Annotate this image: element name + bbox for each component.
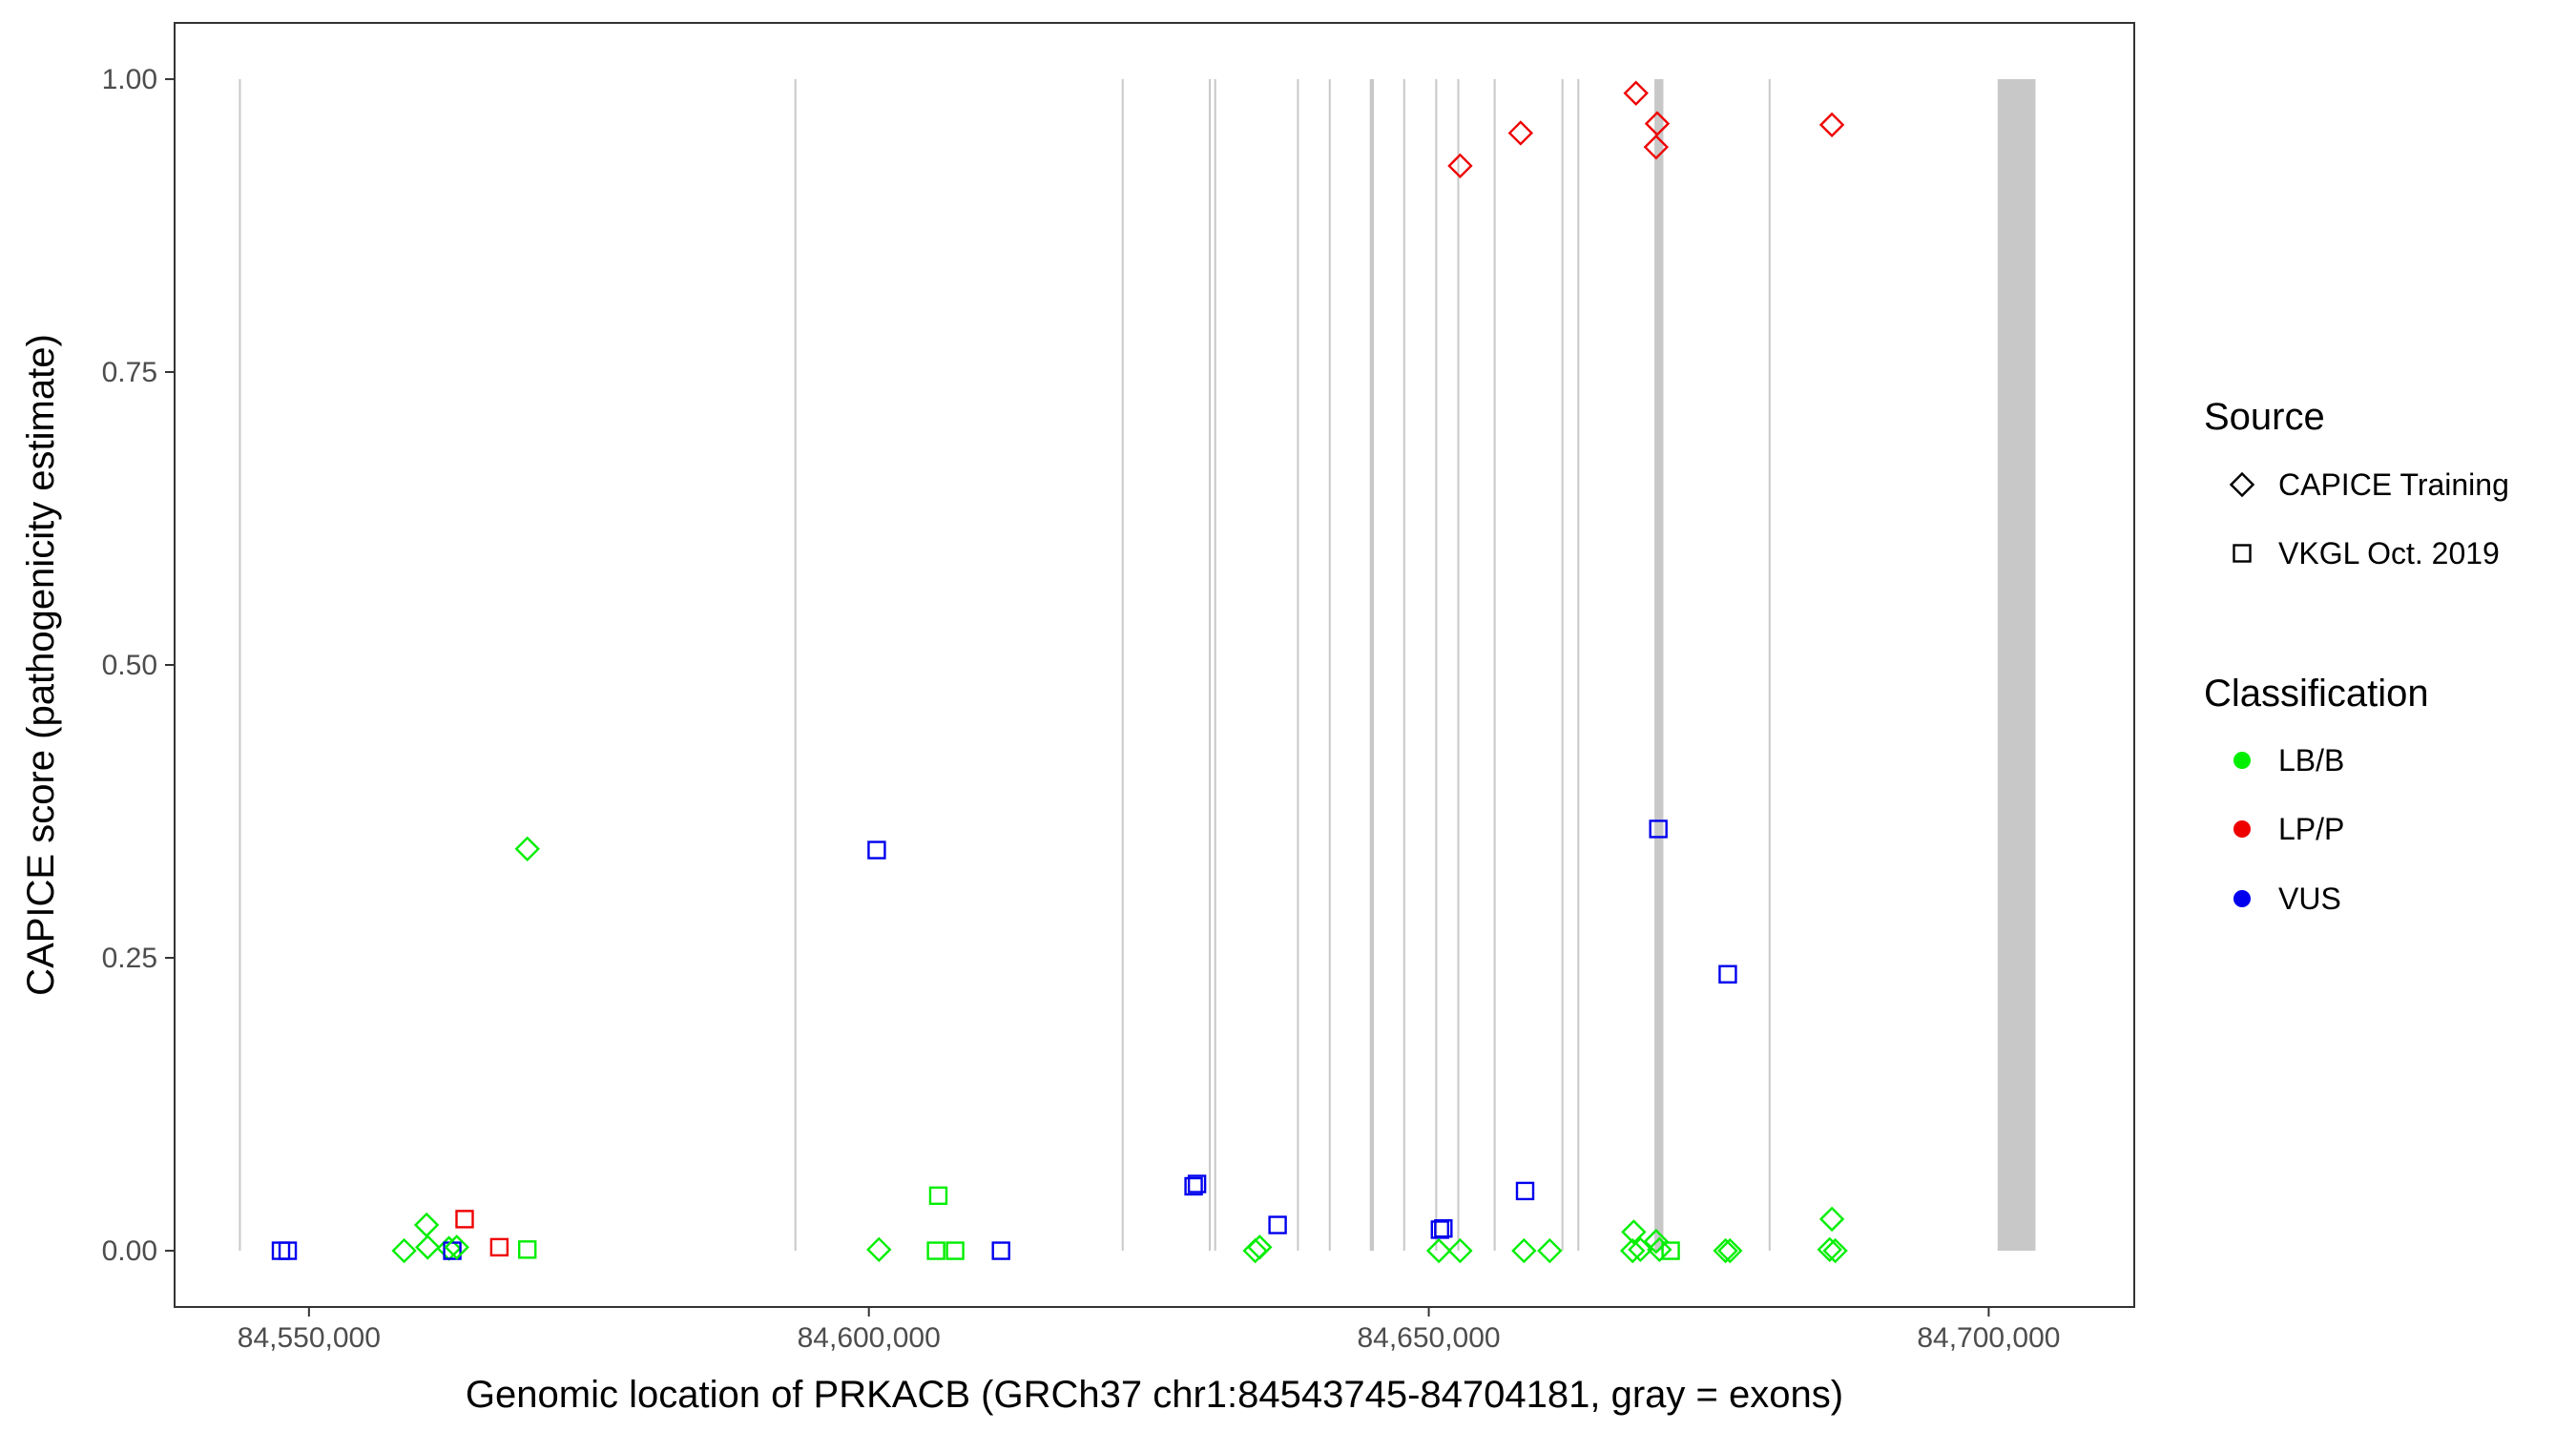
legend-key-dot-3: [2233, 890, 2251, 907]
exon-band-8: [1369, 78, 1375, 1252]
point-diamond-5: [415, 1234, 441, 1260]
y-tick-label-2: 0.25: [102, 943, 157, 974]
exon-band-1: [239, 78, 241, 1252]
point-square-2: [278, 1241, 298, 1260]
point-square-20: [1187, 1174, 1207, 1193]
x-tick-label-2: 84,600,000: [798, 1322, 941, 1354]
exon-band-9: [1402, 78, 1405, 1252]
point-diamond-34: [1621, 1219, 1647, 1245]
point-diamond-31: [1511, 1237, 1537, 1264]
legend-source-title: Source: [2204, 396, 2325, 438]
point-diamond-32: [1537, 1237, 1563, 1264]
data-points: [271, 80, 1848, 1264]
point-square-11: [518, 1240, 537, 1259]
point-diamond-38: [1643, 134, 1670, 160]
point-square-17: [945, 1241, 965, 1260]
point-square-13: [867, 840, 886, 860]
point-diamond-35: [1619, 1237, 1646, 1264]
x-tick-label-3: 84,650,000: [1357, 1322, 1500, 1354]
legend: Source Classification CAPICE Training VKG…: [2204, 396, 2509, 916]
legend-key-diamond: [2229, 471, 2255, 498]
point-square-16: [926, 1241, 945, 1260]
exon-band-4: [1209, 78, 1212, 1252]
point-diamond-29: [1507, 120, 1534, 146]
point-diamond-33: [1623, 80, 1649, 106]
point-square-9: [455, 1210, 474, 1229]
legend-source-label-1: CAPICE Training: [2278, 467, 2509, 502]
exon-band-3: [1121, 78, 1124, 1252]
exon-band-5: [1214, 78, 1216, 1252]
y-tick-label-1: 0.00: [102, 1235, 157, 1267]
x-axis: 84,550,000 84,600,000 84,650,000 84,700,000: [238, 1307, 2060, 1354]
point-square-23: [1268, 1215, 1287, 1234]
exon-band-10: [1435, 78, 1438, 1252]
exon-band-2: [794, 78, 797, 1252]
point-diamond-26: [1425, 1237, 1452, 1264]
y-tick-label-3: 0.50: [102, 650, 157, 681]
point-square-39: [1649, 819, 1668, 839]
point-square-15: [928, 1186, 948, 1206]
point-diamond-49: [1822, 1237, 1848, 1264]
point-diamond-47: [1818, 1206, 1845, 1233]
point-diamond-40: [1643, 1229, 1670, 1255]
y-axis-title: CAPICE score (pathogenicity estimate): [20, 334, 62, 996]
legend-classification-label-1: LB/B: [2278, 743, 2344, 778]
point-diamond-14: [866, 1236, 892, 1263]
x-tick-label-4: 84,700,000: [1917, 1322, 2060, 1354]
exon-band-16: [1768, 78, 1771, 1252]
point-square-7: [443, 1241, 462, 1260]
y-tick-label-5: 1.00: [102, 64, 157, 95]
point-diamond-28: [1447, 153, 1473, 179]
point-square-30: [1515, 1181, 1535, 1201]
point-diamond-41: [1647, 1236, 1672, 1263]
point-square-24: [1430, 1220, 1449, 1239]
legend-classification-title: Classification: [2204, 673, 2429, 715]
point-diamond-36: [1628, 1236, 1653, 1263]
point-square-25: [1434, 1219, 1453, 1238]
exon-band-15: [1654, 78, 1664, 1252]
exon-band-13: [1561, 78, 1564, 1252]
legend-key-dot-1: [2233, 752, 2251, 769]
point-diamond-37: [1644, 111, 1671, 136]
x-axis-title: Genomic location of PRKACB (GRCh37 chr1:…: [466, 1374, 1843, 1416]
exon-band-7: [1328, 78, 1331, 1252]
exon-band-11: [1457, 78, 1460, 1252]
legend-classification-label-3: VUS: [2278, 881, 2341, 916]
point-diamond-27: [1447, 1237, 1473, 1264]
x-tick-label-1: 84,550,000: [238, 1322, 381, 1354]
exon-band-17: [1997, 78, 2036, 1252]
point-square-10: [489, 1237, 509, 1257]
legend-key-dot-2: [2233, 820, 2251, 838]
point-square-42: [1661, 1241, 1680, 1260]
exon-band-12: [1493, 78, 1496, 1252]
legend-key-square: [2233, 544, 2252, 563]
legend-classification-label-2: LP/P: [2278, 812, 2344, 846]
exon-band-6: [1297, 78, 1299, 1252]
exon-bands: [239, 78, 2036, 1252]
y-tick-label-4: 0.75: [102, 357, 157, 388]
point-diamond-45: [1717, 1237, 1743, 1264]
legend-source-label-2: VKGL Oct. 2019: [2278, 536, 2500, 570]
point-square-19: [1184, 1176, 1203, 1196]
point-diamond-8: [444, 1234, 469, 1260]
point-diamond-3: [391, 1237, 417, 1264]
point-square-18: [991, 1241, 1010, 1260]
point-diamond-46: [1818, 112, 1845, 138]
point-square-43: [1718, 964, 1737, 984]
point-diamond-22: [1247, 1234, 1273, 1260]
exon-band-14: [1577, 78, 1580, 1252]
point-diamond-12: [514, 836, 540, 862]
point-diamond-44: [1713, 1237, 1738, 1264]
point-diamond-48: [1817, 1236, 1842, 1263]
y-axis: 0.00 0.25 0.50 0.75 1.00: [102, 64, 175, 1267]
